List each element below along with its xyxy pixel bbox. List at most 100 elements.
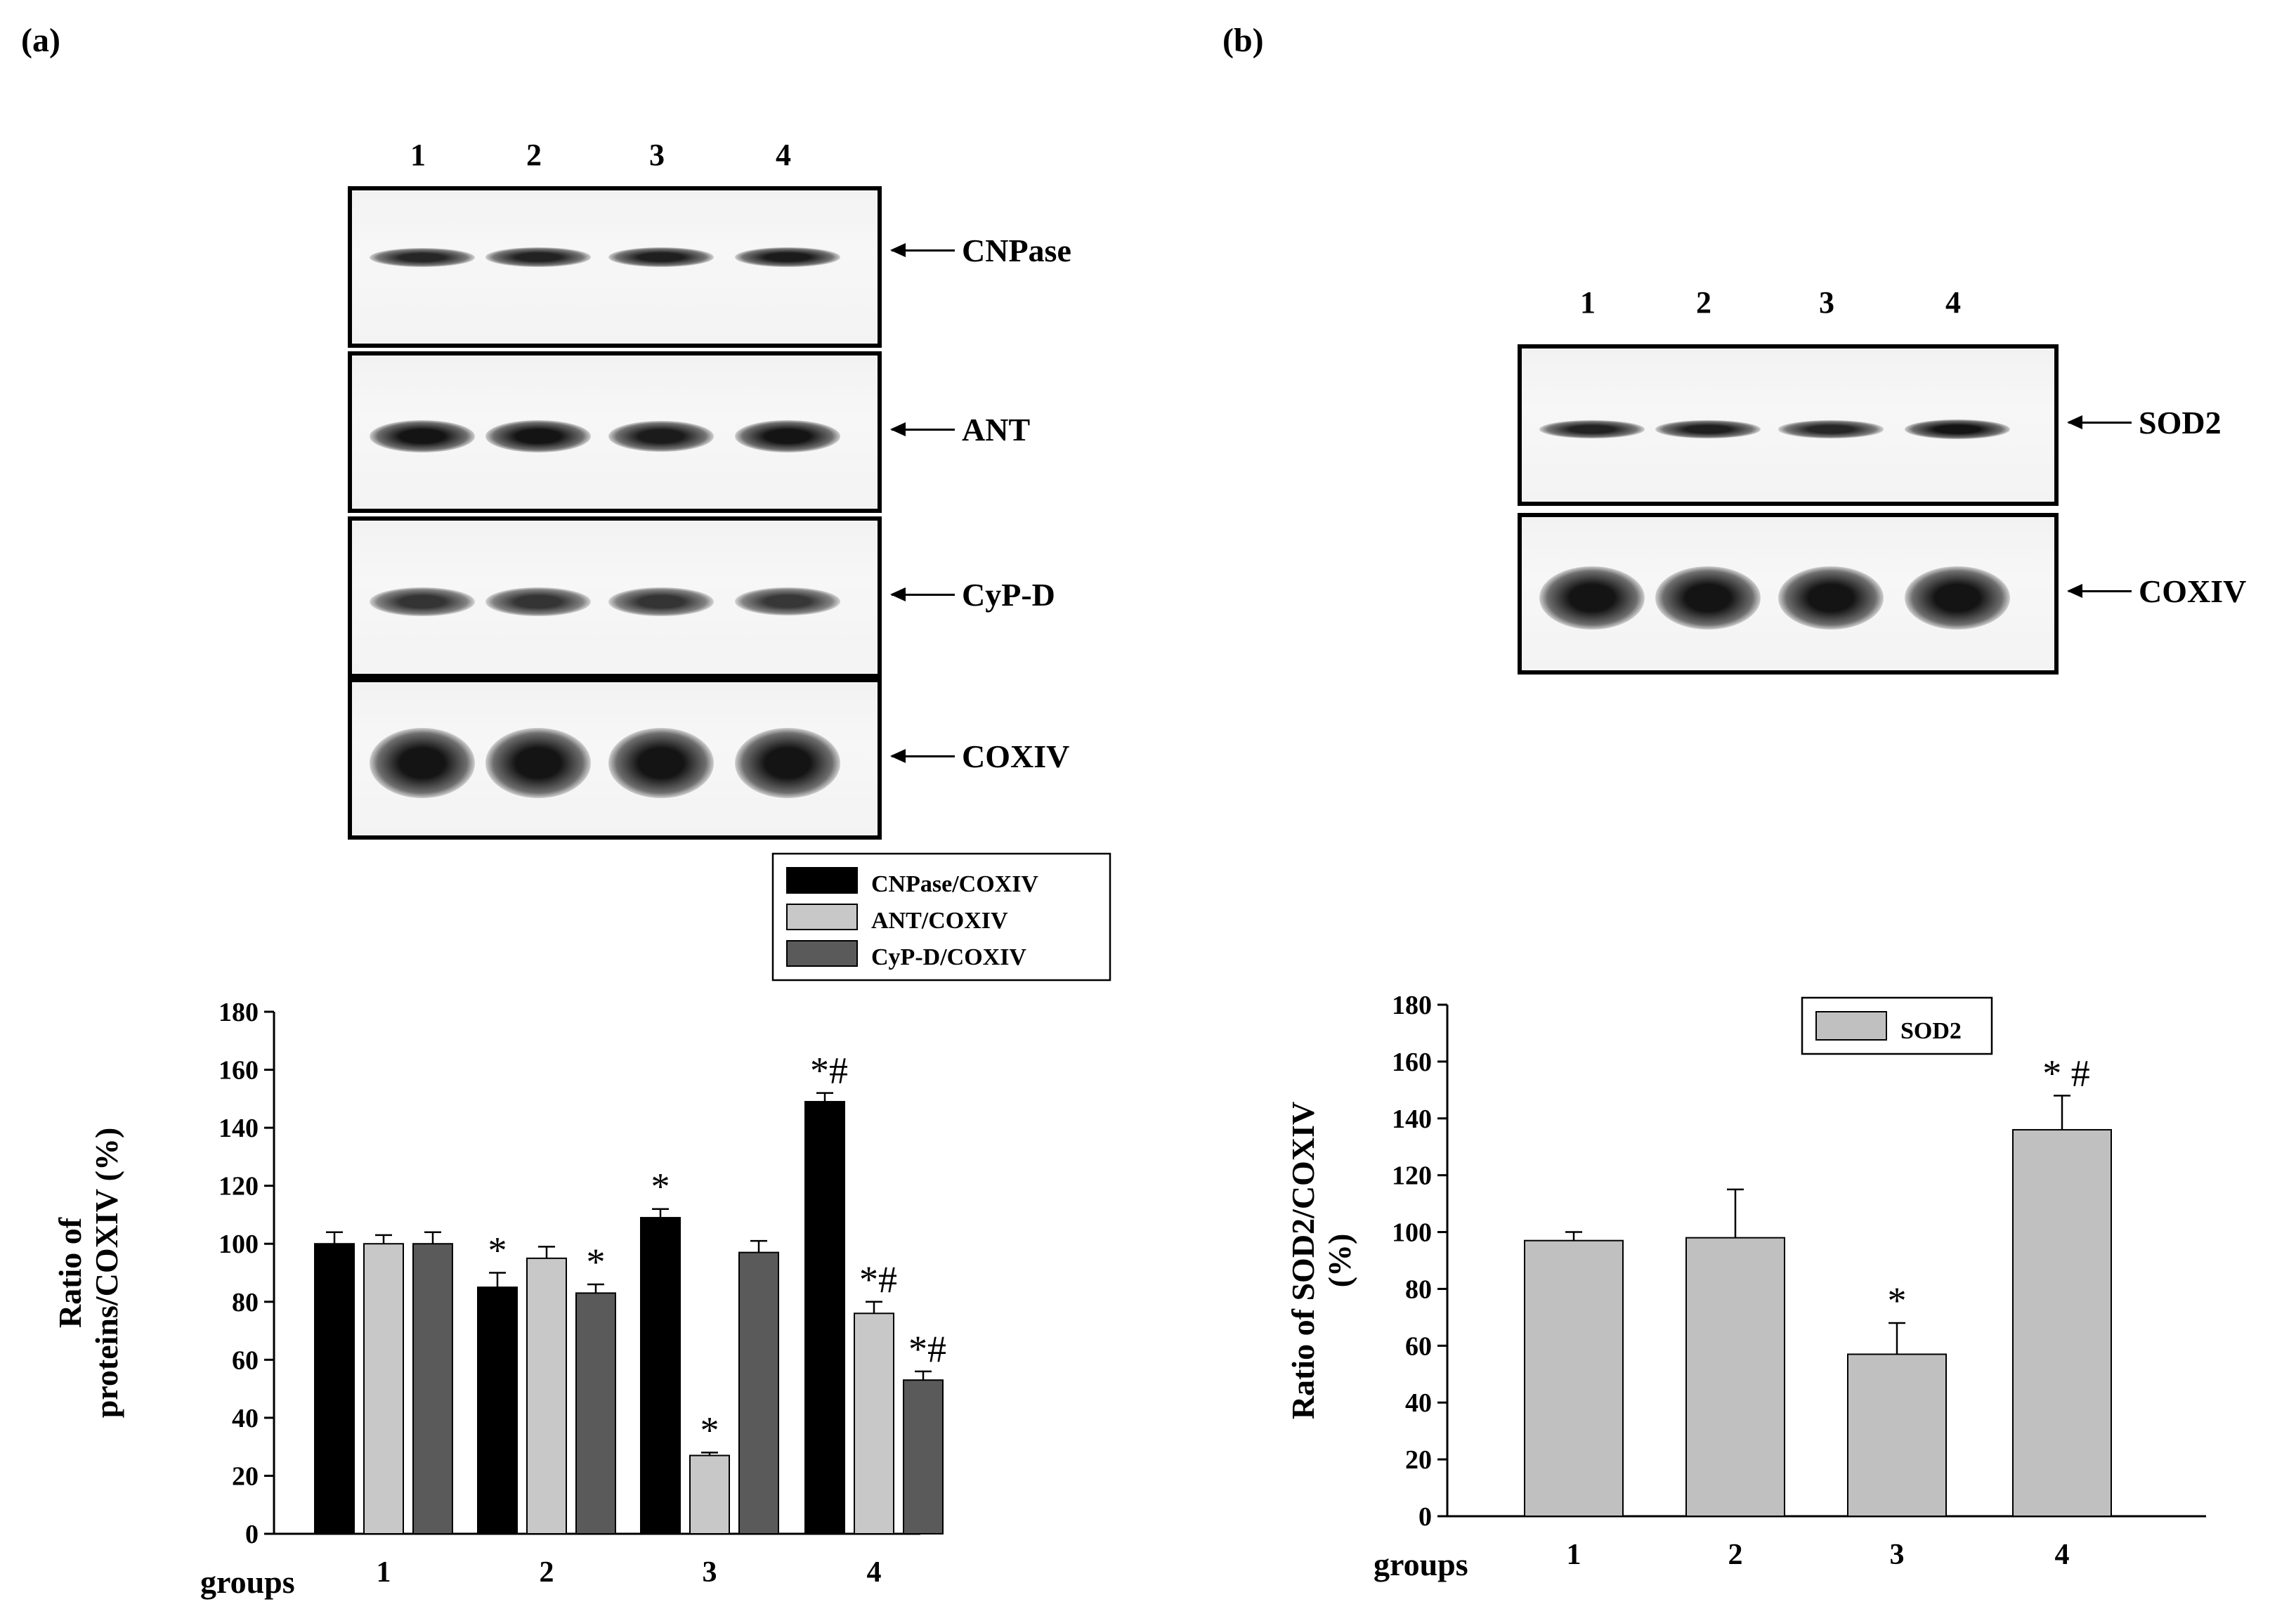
lane-number: 1 bbox=[410, 138, 426, 172]
blot-band bbox=[370, 247, 475, 267]
x-tick-label: 1 bbox=[1567, 1539, 1581, 1571]
blot-band bbox=[1778, 420, 1884, 438]
x-tick-label: 4 bbox=[2055, 1539, 2070, 1571]
bar bbox=[412, 1243, 453, 1534]
band-label: CNPase bbox=[962, 233, 1071, 268]
arrow-icon bbox=[890, 243, 955, 257]
x-tick-label: 1 bbox=[377, 1556, 391, 1589]
lane-number: 2 bbox=[526, 138, 542, 172]
blot-band bbox=[485, 247, 591, 267]
bar bbox=[804, 1100, 845, 1534]
panel-a-label: (a) bbox=[21, 22, 60, 59]
y-tick-label: 140 bbox=[1392, 1105, 1432, 1134]
legend-swatch bbox=[786, 904, 858, 930]
band-arrow-label: CNPase bbox=[890, 232, 1071, 269]
lane-number: 4 bbox=[1945, 285, 1961, 320]
y-tick-label: 180 bbox=[1392, 991, 1432, 1020]
significance-mark: *# bbox=[859, 1258, 897, 1301]
arrow-icon bbox=[2067, 584, 2132, 598]
arrow-icon bbox=[890, 749, 955, 763]
y-axis-label: (%) bbox=[1322, 1234, 1357, 1288]
band-arrow-label: COXIV bbox=[890, 738, 1070, 775]
x-tick-label: 2 bbox=[1728, 1539, 1743, 1571]
band-label: ANT bbox=[962, 412, 1031, 448]
y-tick-label: 160 bbox=[1392, 1048, 1432, 1077]
y-tick-label: 40 bbox=[232, 1404, 259, 1433]
blot-band bbox=[1655, 566, 1761, 630]
blot-band bbox=[370, 587, 475, 616]
y-axis-label: Ratio of SOD2/COXIV bbox=[1285, 1102, 1321, 1419]
blot-band bbox=[608, 420, 714, 452]
y-axis-label: proteins/COXIV (%) bbox=[89, 1128, 124, 1419]
bar bbox=[314, 1243, 355, 1534]
band-arrow-label: SOD2 bbox=[2067, 404, 2222, 441]
arrow-icon bbox=[890, 587, 955, 601]
blot-band bbox=[485, 587, 591, 616]
y-axis-label: Ratio of bbox=[52, 1217, 88, 1328]
band-label: COXIV bbox=[2139, 573, 2247, 609]
x-axis-label: groups bbox=[200, 1564, 295, 1600]
y-tick-label: 0 bbox=[245, 1520, 259, 1549]
y-tick-label: 100 bbox=[1392, 1218, 1432, 1248]
y-tick-label: 60 bbox=[1405, 1331, 1432, 1361]
bar bbox=[738, 1251, 779, 1534]
y-tick-label: 140 bbox=[218, 1114, 259, 1143]
blot-band bbox=[608, 247, 714, 268]
significance-mark: * bbox=[488, 1230, 507, 1272]
y-tick-label: 40 bbox=[1405, 1388, 1432, 1418]
blot-band bbox=[608, 587, 714, 616]
blot-band bbox=[735, 587, 840, 615]
blot-band bbox=[735, 247, 840, 268]
bar bbox=[2012, 1128, 2112, 1517]
blot-band bbox=[370, 420, 475, 452]
blot-strip-ant bbox=[348, 351, 882, 513]
bar bbox=[689, 1454, 730, 1534]
blot-band bbox=[608, 728, 714, 798]
lane-number: 2 bbox=[1696, 285, 1711, 320]
bar bbox=[903, 1379, 944, 1534]
blot-band bbox=[735, 728, 840, 798]
y-tick-label: 160 bbox=[218, 1056, 259, 1086]
blot-band bbox=[1655, 419, 1761, 439]
legend-swatch bbox=[1815, 1011, 1887, 1041]
blot-band bbox=[735, 420, 840, 452]
y-tick-label: 120 bbox=[218, 1172, 259, 1201]
legend-label: CNPase/COXIV bbox=[871, 871, 1038, 897]
band-label: SOD2 bbox=[2139, 405, 2222, 441]
x-axis-label: groups bbox=[1374, 1546, 1468, 1582]
blot-band bbox=[485, 728, 591, 798]
x-tick-label: 4 bbox=[867, 1556, 882, 1589]
bar bbox=[640, 1217, 681, 1534]
blot-band bbox=[1778, 566, 1884, 630]
bar-chart-b: 0 20 40 60 80 100 120 140 160 180 Ratio of SOD2/CO… bbox=[1285, 991, 2206, 1582]
lane-number: 4 bbox=[776, 138, 791, 172]
bar bbox=[575, 1292, 616, 1535]
y-tick-label: 80 bbox=[232, 1288, 259, 1317]
band-label: COXIV bbox=[962, 738, 1070, 774]
y-tick-label: 120 bbox=[1392, 1161, 1432, 1191]
blot-band bbox=[485, 420, 591, 452]
bar bbox=[477, 1286, 518, 1535]
significance-mark: * bbox=[651, 1166, 670, 1208]
y-tick-label: 60 bbox=[232, 1345, 259, 1375]
y-tick-label: 20 bbox=[232, 1461, 259, 1491]
band-label: CyP-D bbox=[962, 577, 1055, 613]
significance-mark: * bbox=[1888, 1279, 1907, 1322]
legend-label: SOD2 bbox=[1900, 1018, 1962, 1044]
significance-mark: *# bbox=[810, 1050, 848, 1092]
bar-chart-a: 0 20 40 60 80 100 120 140 160 180 Ratio of proteins… bbox=[52, 852, 1111, 1600]
bar bbox=[1524, 1239, 1624, 1517]
lane-number: 3 bbox=[649, 138, 665, 172]
blot-band bbox=[370, 728, 475, 798]
significance-mark: * bbox=[700, 1409, 719, 1451]
blot-strip-coxiv bbox=[348, 678, 882, 840]
x-tick-label: 3 bbox=[703, 1556, 717, 1589]
lane-number: 3 bbox=[1819, 285, 1834, 320]
blot-band bbox=[1905, 419, 2010, 439]
blot-band bbox=[1539, 420, 1645, 438]
blot-strip-coxiv bbox=[1518, 513, 2059, 675]
y-tick-label: 100 bbox=[218, 1230, 259, 1259]
x-tick-label: 2 bbox=[540, 1556, 554, 1589]
significance-mark: * bbox=[587, 1241, 606, 1283]
lane-number: 1 bbox=[1580, 285, 1596, 320]
